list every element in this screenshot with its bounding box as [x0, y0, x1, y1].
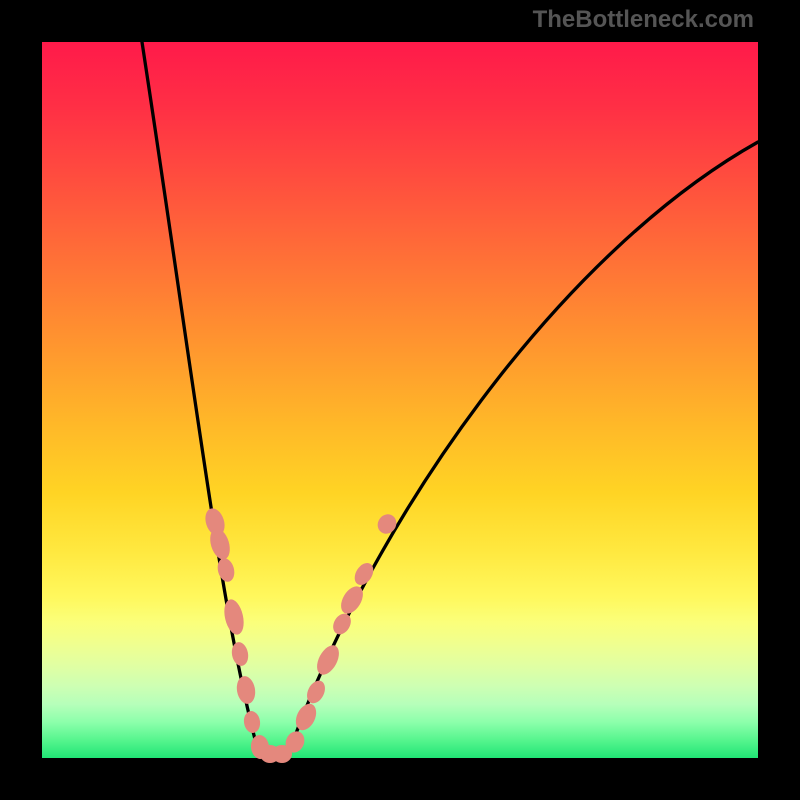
plot-area	[42, 42, 758, 763]
watermark-label: TheBottleneck.com	[533, 6, 754, 34]
plot-background	[42, 42, 758, 758]
chart-container: TheBottleneck.com	[0, 0, 800, 800]
chart-svg	[0, 0, 800, 800]
